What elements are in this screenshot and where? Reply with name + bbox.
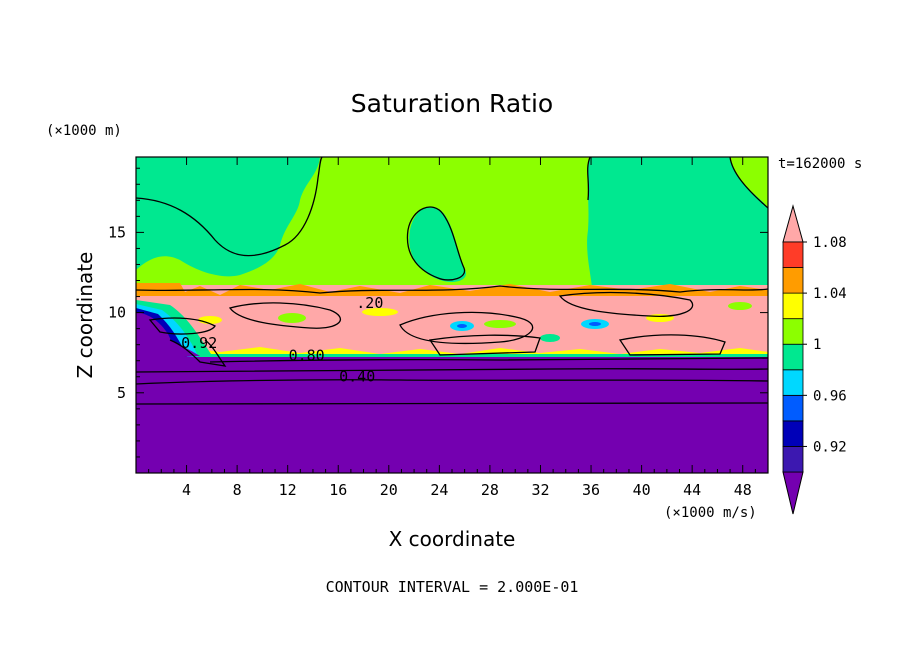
cloud-patch-green-3 — [540, 334, 560, 342]
colorbar-label: 1.08 — [813, 235, 847, 251]
y-axis-ticks: 5 10 15 — [108, 167, 768, 458]
cloud-layer-band — [136, 285, 768, 360]
colorbar-segment — [782, 446, 804, 473]
contour-lines — [136, 157, 768, 405]
colorbar-segment — [782, 394, 804, 422]
x-axis-label: X coordinate — [389, 527, 516, 551]
x-tick-label: 32 — [531, 481, 549, 499]
colorbar-segment — [782, 343, 804, 371]
x-tick-label: 36 — [582, 481, 600, 499]
cloud-patch-yellow-3 — [646, 314, 674, 322]
chart-title: Saturation Ratio — [351, 89, 553, 118]
y-tick-label: 10 — [108, 304, 126, 322]
cloud-patch-blue-1 — [457, 324, 467, 328]
contour-line-upper-mid — [406, 206, 466, 281]
contour-labels: 0.40 0.80 0.92 .20 — [181, 294, 383, 386]
contour-line-cloud-inner-4 — [558, 291, 694, 317]
colorbar-segment — [782, 267, 804, 294]
upper-teal-patch-left — [136, 157, 320, 277]
colorbar-segment — [782, 318, 804, 345]
contour-line-0.2 — [136, 402, 768, 405]
lower-layer-band — [136, 357, 768, 473]
colorbar-label: 0.92 — [813, 439, 847, 455]
colorbar-segment — [782, 420, 804, 447]
contour-line-cloud-inner-5 — [618, 334, 726, 356]
upper-teal-patch-mid — [409, 206, 466, 282]
x-tick-label: 40 — [633, 481, 651, 499]
cloud-patch-blue-2 — [589, 322, 601, 326]
x-tick-label: 4 — [182, 481, 191, 499]
x-unit-label: (×1000 m/s) — [664, 505, 757, 521]
x-tick-label: 20 — [380, 481, 398, 499]
colorbar-label: 0.96 — [813, 388, 847, 404]
lower-left-protrusion — [136, 340, 200, 360]
cloud-patch-green-2 — [484, 320, 516, 328]
colorbar-segment — [782, 241, 804, 268]
y-tick-label: 5 — [117, 384, 126, 402]
x-tick-label: 44 — [683, 481, 701, 499]
x-tick-label: 48 — [734, 481, 752, 499]
contour-line-cloud-inner-2 — [399, 311, 534, 345]
contour-line-0.92 — [169, 339, 227, 367]
colorbar-top-arrow — [782, 204, 804, 243]
colorbar: 0.92 0.96 1 1.04 1.08 — [782, 204, 847, 515]
cloud-patch-yellow-2 — [362, 308, 398, 316]
cloud-patch-green-4 — [728, 302, 752, 310]
contour-label: 0.92 — [181, 334, 217, 352]
contour-plot-area — [136, 157, 768, 473]
x-tick-label: 16 — [329, 481, 347, 499]
contour-line-cloud-inner-3 — [428, 334, 541, 356]
contour-label: .20 — [356, 294, 383, 312]
contour-line-cloud-top — [136, 285, 768, 294]
cloud-patch-yellow-1 — [198, 316, 222, 324]
contour-line-0.4 — [136, 379, 768, 385]
time-label: t=162000 s — [778, 156, 862, 172]
cloud-patch-green-1 — [278, 313, 306, 323]
x-axis-ticks: 4 8 12 16 20 24 28 32 36 40 44 48 — [148, 157, 756, 499]
colorbar-bottom-arrow — [782, 471, 804, 515]
contour-interval-label: CONTOUR INTERVAL = 2.000E-01 — [326, 578, 579, 596]
contour-label: 0.40 — [339, 368, 375, 386]
contour-line-0.8 — [209, 357, 768, 363]
y-unit-label: (×1000 m) — [46, 123, 122, 139]
y-axis-label: Z coordinate — [73, 252, 97, 379]
x-tick-label: 24 — [430, 481, 448, 499]
colorbar-label: 1.04 — [813, 286, 847, 302]
colorbar-segment — [782, 369, 804, 396]
contour-line-upper-right — [587, 157, 768, 209]
contour-line-upper — [136, 157, 323, 257]
y-tick-label: 15 — [108, 223, 126, 241]
contour-line-0.6 — [136, 368, 768, 373]
x-tick-label: 8 — [233, 481, 242, 499]
contour-line-cloud-inner-1 — [228, 302, 342, 329]
x-tick-label: 28 — [481, 481, 499, 499]
contour-label: 0.80 — [289, 347, 325, 365]
colorbar-label: 1 — [813, 337, 821, 353]
upper-teal-patch-right — [587, 157, 768, 287]
colorbar-segment — [782, 292, 804, 320]
contour-line-cloud-inner-6 — [148, 317, 216, 335]
x-tick-label: 12 — [279, 481, 297, 499]
